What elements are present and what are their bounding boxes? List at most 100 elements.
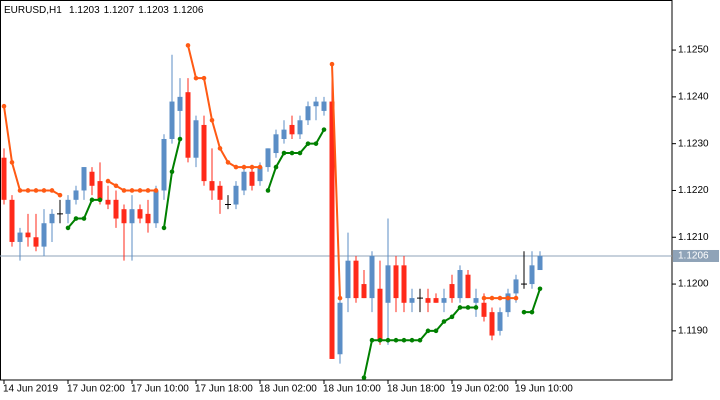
- ohlc-low: 1.1203: [138, 5, 169, 16]
- ohlc-open: 1.1203: [69, 5, 100, 16]
- indicator-dot: [537, 286, 543, 292]
- indicator-dot: [9, 160, 15, 165]
- indicator-dot: [465, 305, 471, 310]
- indicator-dot: [473, 305, 479, 310]
- candle-body: [25, 232, 31, 238]
- candle-body: [249, 171, 255, 186]
- candle-body: [129, 209, 135, 224]
- indicator-dot: [433, 328, 439, 334]
- candle-body: [377, 288, 383, 341]
- indicator-dot: [177, 136, 183, 142]
- candle-body: [113, 199, 119, 219]
- candle-body: [89, 171, 95, 186]
- candle-body: [201, 124, 207, 182]
- indicator-dot: [505, 295, 511, 301]
- indicator-dot: [137, 188, 143, 193]
- indicator-dot: [121, 188, 127, 193]
- candle-body: [449, 284, 455, 299]
- current-price-box: [673, 249, 719, 262]
- indicator-dot: [497, 295, 503, 301]
- indicator-dot: [449, 314, 455, 320]
- candle-body: [193, 120, 199, 158]
- candle-body: [169, 101, 175, 139]
- indicator-dot: [489, 295, 495, 301]
- x-tick-label: 17 Jun 10:00: [131, 384, 189, 395]
- candle-body: [313, 101, 319, 107]
- y-tick-label: 1.1190: [678, 326, 708, 337]
- indicator-dot: [513, 295, 519, 301]
- indicator-dot: [377, 337, 383, 343]
- indicator-dot: [249, 164, 255, 170]
- indicator-dot: [329, 61, 335, 67]
- candle-body: [393, 265, 399, 299]
- indicator-dot: [369, 337, 375, 343]
- candle-body: [361, 284, 367, 299]
- x-tick-label: 18 Jun 18:00: [387, 384, 445, 395]
- indicator-dot: [113, 183, 119, 189]
- candle-body: [1, 157, 7, 200]
- candle-body: [121, 209, 127, 224]
- candle-body: [73, 190, 79, 200]
- indicator-dot: [297, 150, 303, 156]
- indicator-dot: [1, 103, 7, 109]
- indicator-dot: [313, 141, 319, 146]
- candle-body: [41, 223, 47, 247]
- candle-body: [9, 199, 15, 242]
- candle-body: [217, 185, 223, 200]
- candle-body: [81, 167, 87, 191]
- indicator-dot: [185, 43, 191, 48]
- candle-body: [65, 199, 71, 214]
- indicator-dot: [385, 337, 391, 343]
- candle-body: [161, 138, 167, 191]
- indicator-dot: [129, 188, 135, 193]
- candle-body: [153, 190, 159, 224]
- candle-body: [281, 129, 287, 139]
- candle-body: [329, 101, 335, 359]
- x-tick-label: 14 Jun 2019: [3, 384, 58, 395]
- indicator-dot: [97, 197, 103, 203]
- candle-body: [489, 312, 495, 336]
- x-tick-label: 19 Jun 02:00: [451, 384, 509, 395]
- candle-body: [49, 213, 55, 224]
- indicator-dot: [49, 188, 55, 193]
- y-tick-label: 1.1200: [678, 279, 709, 290]
- x-tick-label: 17 Jun 18:00: [195, 384, 253, 395]
- indicator-dot: [153, 188, 159, 193]
- candle-body: [209, 181, 215, 191]
- x-tick-label: 19 Jun 10:00: [515, 384, 573, 395]
- candle-body: [385, 265, 391, 303]
- candle-body: [105, 199, 111, 205]
- indicator-dot: [289, 150, 295, 156]
- candle-body: [321, 101, 327, 111]
- candle-body: [185, 92, 191, 158]
- candle-body: [137, 209, 143, 219]
- candle-body: [505, 293, 511, 313]
- candle-body: [265, 148, 271, 168]
- indicator-dot: [169, 169, 175, 175]
- candle-body: [17, 232, 23, 242]
- indicator-dot: [17, 188, 23, 193]
- candle-body: [305, 106, 311, 121]
- candle-body: [337, 302, 343, 355]
- indicator-dot: [201, 75, 207, 81]
- indicator-dot: [233, 164, 239, 170]
- indicator-dot: [89, 197, 95, 203]
- candle-body: [465, 274, 471, 299]
- y-tick-label: 1.1250: [678, 45, 709, 56]
- indicator-dot: [529, 309, 535, 315]
- indicator-dot: [425, 328, 431, 334]
- candle-body: [369, 255, 375, 299]
- candle-body: [177, 96, 183, 111]
- candle-body: [473, 298, 479, 303]
- candle-body: [497, 312, 503, 331]
- candle-body: [401, 265, 407, 303]
- candle-body: [97, 181, 103, 200]
- indicator-dot: [481, 295, 487, 301]
- candle-body: [233, 185, 239, 205]
- y-tick-label: 1.1230: [678, 138, 709, 149]
- indicator-dot: [417, 337, 423, 343]
- y-tick-label: 1.1210: [678, 232, 709, 243]
- symbol: EURUSD,H1: [4, 5, 62, 16]
- current-price-label: 1.1206: [678, 251, 709, 262]
